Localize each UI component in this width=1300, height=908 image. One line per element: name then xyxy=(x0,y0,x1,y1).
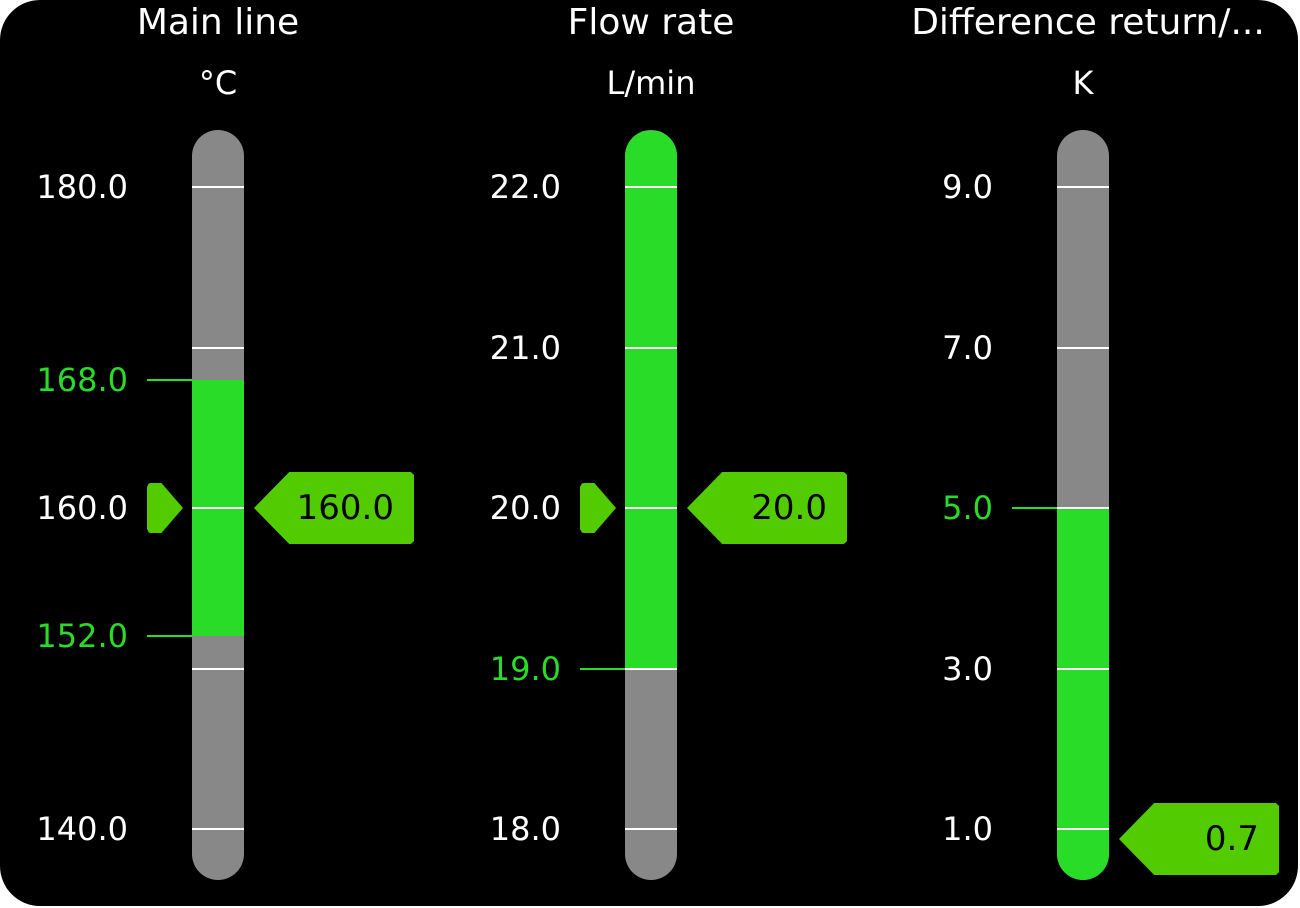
gauge-tick xyxy=(625,186,677,188)
gauge-tick xyxy=(192,507,244,509)
scale-label: 160.0 xyxy=(36,489,128,527)
gauge-tick xyxy=(1057,667,1109,670)
gauge-tick xyxy=(1057,346,1109,349)
limit-line xyxy=(147,378,192,381)
scale-label: 9.0 xyxy=(942,168,993,206)
scale-label: 1.0 xyxy=(942,810,993,848)
gauge-tick xyxy=(1057,507,1109,509)
limit-label: 168.0 xyxy=(36,360,128,399)
gauge-tick xyxy=(625,507,677,509)
gauge-title: Main line xyxy=(136,2,300,43)
limit-label: 5.0 xyxy=(942,489,993,527)
scale-label: 180.0 xyxy=(36,168,128,206)
setpoint-marker-icon xyxy=(580,483,616,533)
value-tag: 160.0 xyxy=(254,472,414,544)
gauge-unit: L/min xyxy=(606,64,696,102)
gauge-unit: K xyxy=(1072,64,1094,102)
gauge-bar xyxy=(192,130,244,880)
value-tag: 20.0 xyxy=(687,472,847,544)
gauge-title: Flow rate xyxy=(567,2,735,43)
limit-label: 152.0 xyxy=(36,617,128,656)
gauge-tick xyxy=(192,667,244,670)
scale-label: 3.0 xyxy=(942,649,993,688)
gauge-tick xyxy=(192,346,244,349)
scale-label: 140.0 xyxy=(36,810,128,848)
limit-line xyxy=(147,635,192,638)
gauge-tick xyxy=(625,346,677,349)
gauge-title: Difference return/... xyxy=(911,2,1265,43)
gauge-fill xyxy=(1057,508,1109,880)
limit-line xyxy=(1012,507,1057,509)
gauge-fill xyxy=(625,130,677,669)
gauge-tick xyxy=(625,667,677,670)
limit-line xyxy=(580,667,625,670)
gauge-tick xyxy=(625,828,677,830)
gauge-bar xyxy=(1057,130,1109,880)
gauge-tick xyxy=(1057,186,1109,188)
setpoint-marker-icon xyxy=(147,483,183,533)
value-tag: 0.7 xyxy=(1119,803,1279,875)
scale-label: 22.0 xyxy=(489,168,561,206)
gauge-bar xyxy=(625,130,677,880)
gauge-tick xyxy=(192,186,244,188)
scale-label: 20.0 xyxy=(489,489,561,527)
scale-label: 21.0 xyxy=(489,328,561,367)
gauge-tick xyxy=(1057,828,1109,830)
scale-label: 7.0 xyxy=(942,328,993,367)
gauge-unit: °C xyxy=(198,64,238,102)
limit-label: 19.0 xyxy=(489,649,561,688)
gauge-tick xyxy=(192,828,244,830)
scale-label: 18.0 xyxy=(489,810,561,848)
